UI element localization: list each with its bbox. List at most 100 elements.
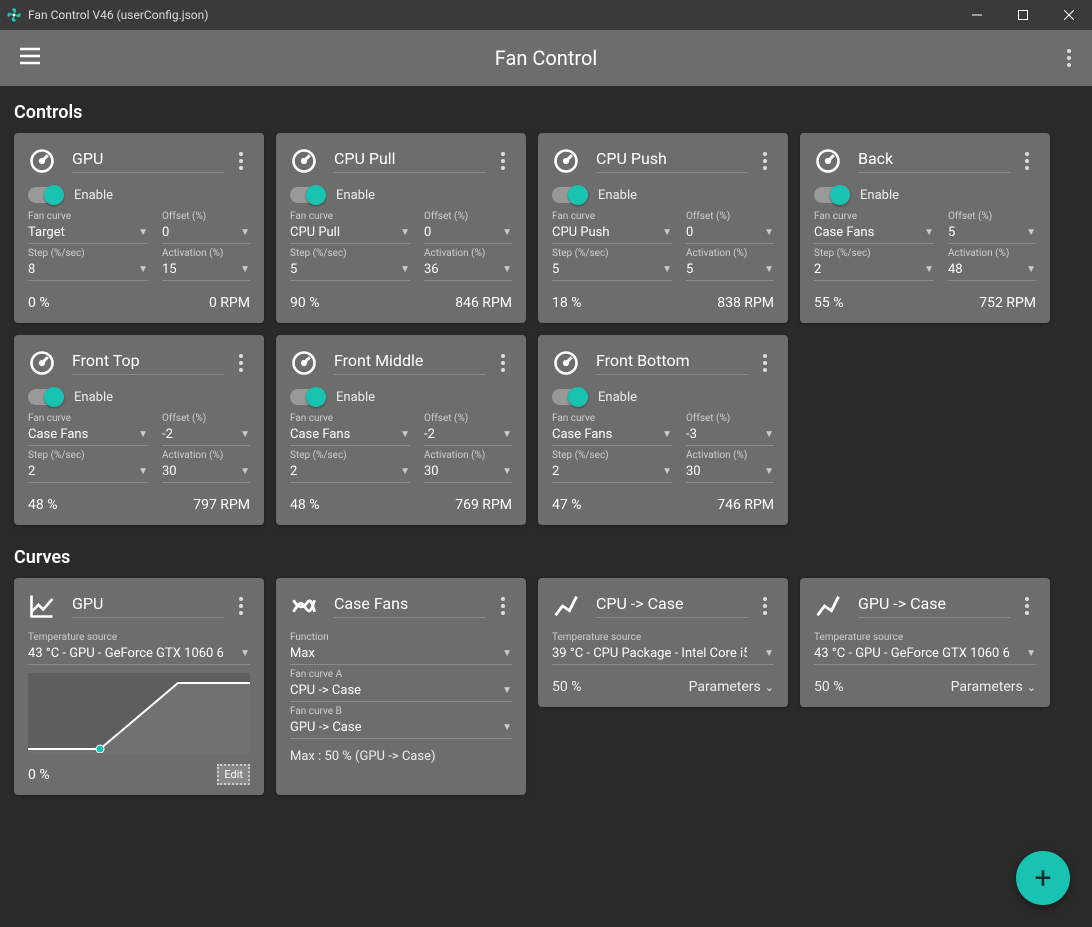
mix-icon	[290, 592, 318, 620]
activation-select[interactable]: 5▼	[686, 260, 774, 281]
offset-select[interactable]: 0▼	[686, 223, 774, 244]
step-select[interactable]: 2▼	[28, 462, 148, 483]
enable-label: Enable	[74, 390, 113, 405]
card-menu-button[interactable]	[756, 148, 774, 174]
temp-source-select[interactable]: 43 °C - GPU - GeForce GTX 1060 6GB▼	[814, 644, 1036, 665]
control-name-field[interactable]: Front Bottom	[596, 351, 748, 375]
control-name-field[interactable]: Back	[858, 149, 1010, 173]
app-fan-icon	[6, 7, 22, 23]
enable-switch[interactable]	[28, 389, 60, 405]
chevron-down-icon: ▼	[502, 466, 512, 477]
card-menu-button[interactable]	[494, 350, 512, 376]
offset-label: Offset (%)	[162, 413, 250, 424]
fan-curve-select[interactable]: Target▼	[28, 223, 148, 244]
control-name-field[interactable]: GPU	[72, 149, 224, 173]
step-select[interactable]: 5▼	[290, 260, 410, 281]
enable-switch[interactable]	[552, 187, 584, 203]
gauge-icon	[290, 147, 318, 175]
function-label: Function	[290, 632, 512, 643]
card-menu-button[interactable]	[232, 350, 250, 376]
activation-select[interactable]: 30▼	[162, 462, 250, 483]
control-name-field[interactable]: CPU Pull	[334, 149, 486, 173]
curve-b-select[interactable]: GPU -> Case▼	[290, 718, 512, 739]
card-menu-button[interactable]	[232, 593, 250, 619]
enable-switch[interactable]	[552, 389, 584, 405]
curve-name-field[interactable]: GPU -> Case	[858, 594, 1010, 618]
gauge-icon	[28, 147, 56, 175]
fan-curve-select[interactable]: Case Fans▼	[814, 223, 934, 244]
activation-select[interactable]: 15▼	[162, 260, 250, 281]
fan-curve-select[interactable]: Case Fans▼	[552, 425, 672, 446]
enable-switch[interactable]	[28, 187, 60, 203]
fan-curve-select[interactable]: Case Fans▼	[290, 425, 410, 446]
step-select[interactable]: 2▼	[814, 260, 934, 281]
window-close-button[interactable]	[1046, 0, 1092, 30]
temp-source-select[interactable]: 39 °C - CPU Package - Intel Core i5-9▼	[552, 644, 774, 665]
fan-curve-select[interactable]: CPU Pull▼	[290, 223, 410, 244]
fan-curve-label: Fan curve	[290, 211, 410, 222]
card-menu-button[interactable]	[494, 148, 512, 174]
offset-select[interactable]: -3▼	[686, 425, 774, 446]
chevron-down-icon: ▼	[240, 429, 250, 440]
curve-a-select[interactable]: CPU -> Case▼	[290, 681, 512, 702]
control-name-field[interactable]: Front Top	[72, 351, 224, 375]
chevron-down-icon: ▼	[764, 264, 774, 275]
chevron-down-icon: ▼	[240, 466, 250, 477]
control-name-field[interactable]: Front Middle	[334, 351, 486, 375]
window-maximize-button[interactable]	[1000, 0, 1046, 30]
fan-curve-select[interactable]: Case Fans▼	[28, 425, 148, 446]
activation-value: 48	[948, 262, 963, 277]
chevron-down-icon: ▼	[924, 227, 934, 238]
curve-percent: 0 %	[28, 767, 50, 783]
card-menu-button[interactable]	[756, 350, 774, 376]
curve-name-field[interactable]: GPU	[72, 594, 224, 618]
enable-switch[interactable]	[290, 187, 322, 203]
curve-chart[interactable]	[28, 673, 250, 753]
parameters-button[interactable]: Parameters⌄	[689, 679, 774, 695]
offset-select[interactable]: 5▼	[948, 223, 1036, 244]
appbar-overflow-button[interactable]	[1060, 45, 1078, 71]
activation-select[interactable]: 48▼	[948, 260, 1036, 281]
control-name-field[interactable]: CPU Push	[596, 149, 748, 173]
chevron-down-icon: ▼	[240, 648, 250, 659]
offset-value: -2	[424, 427, 435, 442]
offset-select[interactable]: -2▼	[424, 425, 512, 446]
step-select[interactable]: 2▼	[290, 462, 410, 483]
edit-button[interactable]: Edit	[217, 764, 250, 785]
chevron-down-icon: ▼	[400, 429, 410, 440]
temp-source-select[interactable]: 43 °C - GPU - GeForce GTX 1060 6GB ▼	[28, 644, 250, 665]
offset-select[interactable]: 0▼	[424, 223, 512, 244]
offset-select[interactable]: 0▼	[162, 223, 250, 244]
card-menu-button[interactable]	[1018, 148, 1036, 174]
card-menu-button[interactable]	[756, 593, 774, 619]
activation-select[interactable]: 36▼	[424, 260, 512, 281]
card-menu-button[interactable]	[232, 148, 250, 174]
enable-label: Enable	[74, 188, 113, 203]
curve-name-field[interactable]: Case Fans	[334, 594, 486, 618]
step-select[interactable]: 8▼	[28, 260, 148, 281]
card-menu-button[interactable]	[494, 593, 512, 619]
menu-button[interactable]	[0, 44, 60, 72]
control-rpm: 769 RPM	[455, 497, 512, 513]
step-select[interactable]: 2▼	[552, 462, 672, 483]
activation-select[interactable]: 30▼	[686, 462, 774, 483]
step-select[interactable]: 5▼	[552, 260, 672, 281]
chevron-down-icon: ▼	[924, 264, 934, 275]
card-menu-button[interactable]	[1018, 593, 1036, 619]
enable-switch[interactable]	[290, 389, 322, 405]
parameters-button[interactable]: Parameters⌄	[951, 679, 1036, 695]
function-value: Max	[290, 646, 315, 661]
offset-select[interactable]: -2▼	[162, 425, 250, 446]
curve-name-field[interactable]: CPU -> Case	[596, 594, 748, 618]
fan-curve-select[interactable]: CPU Push▼	[552, 223, 672, 244]
function-select[interactable]: Max▼	[290, 644, 512, 665]
window-minimize-button[interactable]	[954, 0, 1000, 30]
offset-label: Offset (%)	[948, 211, 1036, 222]
enable-label: Enable	[336, 390, 375, 405]
enable-switch[interactable]	[814, 187, 846, 203]
control-rpm: 838 RPM	[717, 295, 774, 311]
activation-label: Activation (%)	[424, 248, 512, 259]
gauge-icon	[290, 349, 318, 377]
activation-select[interactable]: 30▼	[424, 462, 512, 483]
add-fab-button[interactable]: +	[1016, 851, 1070, 905]
